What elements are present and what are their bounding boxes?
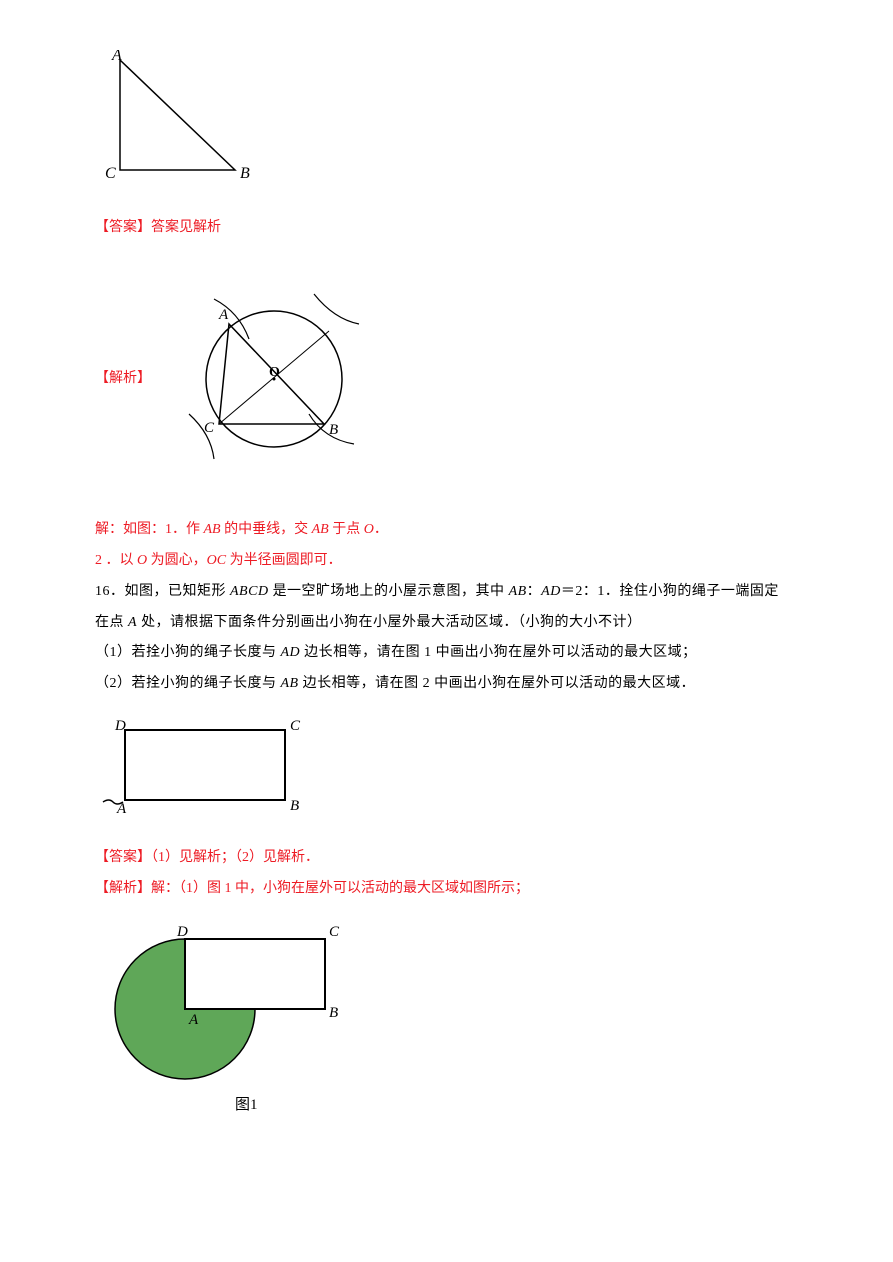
answer-text-2: （1）见解析；（2）见解析． (151, 850, 319, 865)
label-c2: C (204, 420, 215, 436)
triangle-figure-1: A B C (95, 50, 813, 203)
answer-label-2: 【答案】 (95, 850, 151, 865)
s2b: 为圆心， (147, 553, 207, 568)
q16-l2a: 在点 (95, 615, 128, 630)
label-a: A (111, 50, 122, 64)
s1-o: O (364, 522, 374, 537)
answer-label: 【答案】 (95, 220, 151, 235)
answer-line-1: 【答案】答案见解析 (95, 213, 813, 244)
s1-ab2: AB (312, 522, 329, 537)
q16-part2: （2）若拴小狗的绳子长度与 AB 边长相等，请在图 2 中画出小狗在屋外可以活动… (95, 669, 813, 700)
q16-intro-line1: 16．如图，已知矩形 ABCD 是一空旷场地上的小屋示意图，其中 AB：AD＝2… (95, 577, 813, 608)
q16-a: A (128, 615, 137, 630)
q16-num: 16． (95, 584, 125, 599)
q16-p2a: （2）若拴小狗的绳子长度与 (95, 676, 281, 691)
answer-text-1: 答案见解析 (151, 220, 221, 235)
s2a: 2 ．以 (95, 553, 137, 568)
f3-d: D (114, 718, 126, 734)
label-c: C (105, 165, 116, 182)
analysis2-a: 解：（1）图 1 中，小狗在屋外可以活动的最大区域如图所示； (151, 881, 529, 896)
label-b: B (240, 165, 250, 182)
f4-b: B (329, 1005, 338, 1021)
green-region-figure: D C A B 图1 (95, 914, 813, 1137)
f4-d: D (176, 924, 188, 940)
q16-p1b: 边长相等，请在图 1 中画出小狗在屋外可以活动的最大区域； (300, 645, 697, 660)
s2c: 为半径画圆即可． (226, 553, 342, 568)
s2-o: O (137, 553, 147, 568)
q16-p1a: （1）若拴小狗的绳子长度与 (95, 645, 281, 660)
q16-p2b: 边长相等，请在图 2 中画出小狗在屋外可以活动的最大区域． (299, 676, 696, 691)
q16-ad: AD (541, 584, 561, 599)
label-a2: A (218, 307, 229, 323)
solution-step-1: 解：如图：1．作 AB 的中垂线，交 AB 于点 O． (95, 515, 813, 546)
s1-ab: AB (204, 522, 221, 537)
f3-c: C (290, 718, 301, 734)
analysis-line-2: 【解析】解：（1）图 1 中，小狗在屋外可以活动的最大区域如图所示； (95, 874, 813, 905)
s1a: 1．作 (165, 522, 204, 537)
s1c: 于点 (329, 522, 364, 537)
q16-intro-line2: 在点 A 处，请根据下面条件分别画出小狗在小屋外最大活动区域．（小狗的大小不计） (95, 608, 813, 639)
s1d: ． (374, 522, 388, 537)
sol-prefix: 解：如图： (95, 522, 165, 537)
q16-colon: ： (527, 584, 542, 599)
q16-l2b: 处，请根据下面条件分别画出小狗在小屋外最大活动区域．（小狗的大小不计） (137, 615, 642, 630)
q16-ib: 是一空旷场地上的小屋示意图，其中 (269, 584, 509, 599)
q16-ratio: ＝2：1． (561, 584, 620, 599)
f4-caption: 图1 (235, 1096, 258, 1113)
rectangle-figure: D C A B (95, 710, 813, 833)
analysis-label-2: 【解析】 (95, 881, 151, 896)
answer-line-2: 【答案】（1）见解析；（2）见解析． (95, 843, 813, 874)
q16-p1-ad: AD (281, 645, 301, 660)
f3-b: B (290, 798, 299, 814)
q16-ic: 拴住小狗的绳子一端固定 (619, 584, 779, 599)
solution-step-2: 2 ．以 O 为圆心，OC 为半径画圆即可． (95, 546, 813, 577)
q16-abcd: ABCD (230, 584, 269, 599)
q16-part1: （1）若拴小狗的绳子长度与 AD 边长相等，请在图 1 中画出小狗在屋外可以活动… (95, 638, 813, 669)
q16-ia: 如图，已知矩形 (125, 584, 231, 599)
analysis-label: 【解析】 (95, 364, 151, 395)
circle-construction-figure: 【解析】 A B C O (95, 284, 813, 474)
q16-ab: AB (509, 584, 527, 599)
f4-a: A (188, 1012, 199, 1028)
f4-c: C (329, 924, 340, 940)
s2-oc: OC (207, 553, 226, 568)
q16-p2-ab: AB (281, 676, 299, 691)
s1b: 的中垂线，交 (221, 522, 312, 537)
label-b2: B (329, 422, 338, 438)
